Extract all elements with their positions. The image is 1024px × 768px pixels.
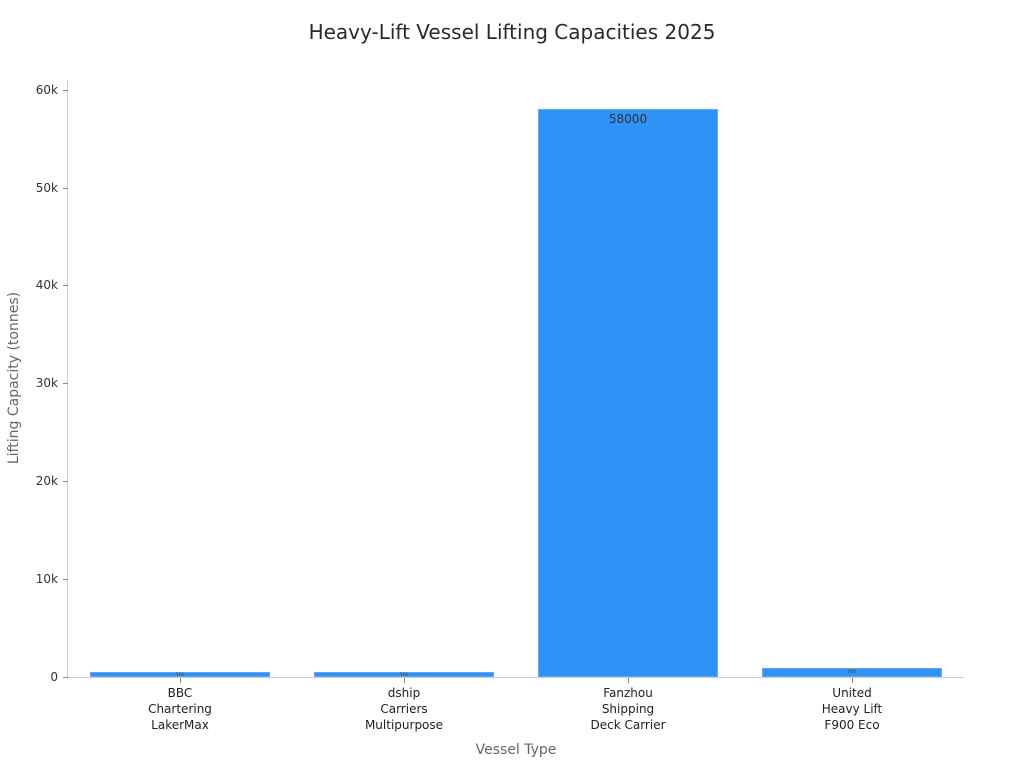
y-tick-mark [63,383,68,384]
x-label-line: dship [387,686,421,700]
y-tick: 20k [0,474,68,495]
x-tick-label: United Heavy Lift F900 Eco [762,685,942,733]
y-tick-label: 60k [35,83,58,97]
y-tick-label: 40k [35,278,58,292]
x-label-line: United [832,686,872,700]
y-tick: 40k [0,278,68,299]
y-tick: 60k [0,83,68,104]
x-tick-label: dship Carriers Multipurpose [314,685,494,733]
x-tick-mark [404,678,405,683]
x-label-line: Shipping [601,702,655,716]
x-label-line: Multipurpose [364,718,444,732]
x-tick-mark [852,678,853,683]
y-tick-mark [63,90,68,91]
x-tick-label: BBC Chartering LakerMax [90,685,270,733]
bar-united-f900-eco[interactable] [762,668,942,677]
y-tick-label: 30k [35,376,58,390]
y-tick-label: 50k [35,181,58,195]
y-axis-title: Lifting Capacity (tonnes) [6,291,22,465]
x-tick-label: Fanzhou Shipping Deck Carrier [538,685,718,733]
y-tick: 50k [0,181,68,202]
x-label-line: Deck Carrier [590,718,666,732]
y-tick-label: 10k [35,572,58,586]
x-axis-title: Vessel Type [475,742,557,758]
y-tick: 10k [0,572,68,593]
bar-value-label: 900 [848,669,856,674]
bar-fanzhou-deck-carrier[interactable] [538,109,718,677]
x-label-line: Carriers [380,702,428,716]
y-axis-line [67,80,68,677]
x-label-line: BBC [167,686,193,700]
x-tick-mark [180,678,181,683]
bar-dship-multipurpose[interactable] [314,672,494,677]
x-label-line: Chartering [148,702,212,716]
x-axis-line [67,677,964,678]
bar-value-label: 58000 [608,112,648,126]
x-label-line: Heavy Lift [821,702,883,716]
x-tick-mark [628,678,629,683]
bar-value-label: 500 [176,672,184,677]
x-label-line: LakerMax [151,718,209,732]
y-tick: 0 [0,670,68,691]
x-label-line: F900 Eco [824,718,880,732]
y-tick-mark [63,579,68,580]
y-tick: 30k [0,376,68,397]
chart-title: Heavy-Lift Vessel Lifting Capacities 202… [308,20,716,44]
bar-value-label: 500 [400,672,408,677]
y-tick-mark [63,677,68,678]
y-tick-mark [63,481,68,482]
y-tick-mark [63,285,68,286]
bar-bbc-lakermax[interactable] [90,672,270,677]
y-tick-mark [63,188,68,189]
y-tick-label: 0 [50,670,58,684]
y-tick-label: 20k [35,474,58,488]
x-label-line: Fanzhou [603,686,653,700]
